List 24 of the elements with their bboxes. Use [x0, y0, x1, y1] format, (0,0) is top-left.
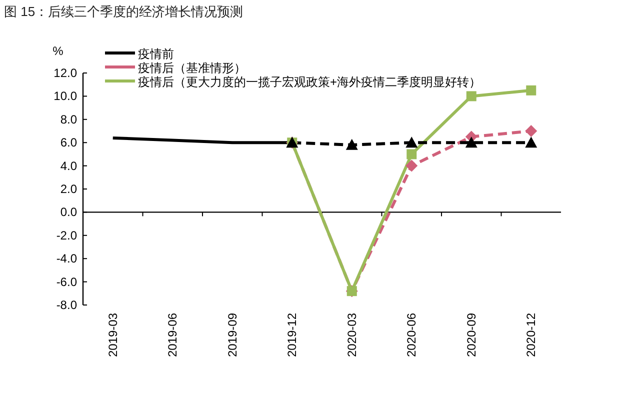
y-tick-label: 4.0	[60, 158, 78, 173]
y-tick-label: -6.0	[56, 274, 78, 289]
y-tick-label: 12.0	[54, 66, 78, 80]
y-tick-label: -4.0	[56, 252, 78, 266]
x-tick-label: 2020-12	[524, 312, 538, 358]
x-tick-label: 2019-12	[285, 312, 300, 358]
y-tick-label: 0.0	[60, 205, 78, 220]
y-tick-label: 6.0	[60, 136, 78, 150]
y-tick-label: 8.0	[60, 112, 78, 126]
x-tick-label: 2019-09	[225, 312, 240, 358]
legend-label: 疫情后（更大力度的一揽子宏观政策+海外疫情二季度明显好转）	[138, 75, 482, 89]
y-tick-label: -2.0	[56, 228, 78, 242]
y-axis-title: %	[52, 44, 64, 58]
legend-label: 疫情前	[138, 47, 174, 61]
chart-title: 图 15：后续三个季度的经济增长情况预测	[4, 4, 244, 19]
y-tick-label: 2.0	[60, 182, 78, 196]
x-tick-label: 2019-03	[106, 312, 120, 358]
x-tick-label: 2020-03	[344, 312, 359, 358]
x-tick-label: 2020-09	[464, 312, 478, 358]
y-tick-label: -8.0	[56, 298, 78, 312]
legend-label: 疫情后（基准情形）	[138, 61, 246, 75]
x-tick-label: 2019-06	[166, 312, 180, 358]
x-tick-label: 2020-06	[404, 312, 419, 358]
y-tick-label: 10.0	[54, 89, 78, 104]
